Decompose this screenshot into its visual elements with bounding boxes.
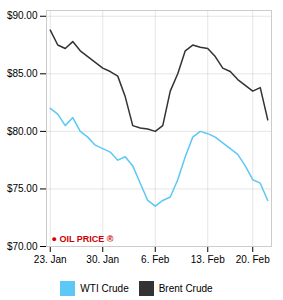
svg-text:$90.00: $90.00 [7,10,38,21]
svg-text:● OIL PRICE ®: ● OIL PRICE ® [52,234,114,244]
svg-text:30. Jan: 30. Jan [86,254,119,265]
svg-text:20. Feb: 20. Feb [236,254,270,265]
svg-text:13. Feb: 13. Feb [191,254,225,265]
html-text:WTI Crude: WTI Crude [80,283,129,294]
svg-text:23. Jan: 23. Jan [34,254,67,265]
svg-text:6. Feb: 6. Feb [141,254,170,265]
svg-text:$85.00: $85.00 [7,68,38,79]
html-text:Brent Crude: Brent Crude [158,283,213,294]
svg-text:$80.00: $80.00 [7,126,38,137]
svg-text:$75.00: $75.00 [7,183,38,194]
svg-text:$70.00: $70.00 [7,241,38,252]
